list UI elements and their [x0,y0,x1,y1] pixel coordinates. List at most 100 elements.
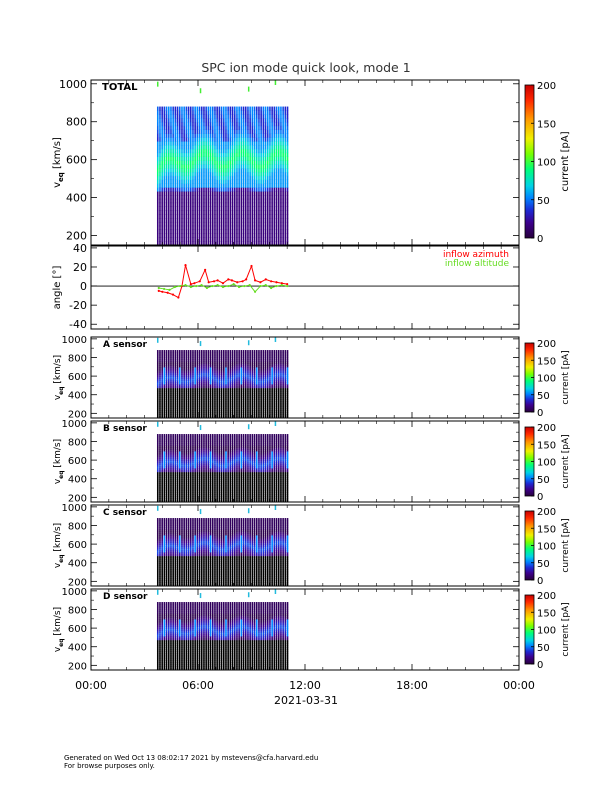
heatmap-cell [201,133,203,137]
heatmap-cell [199,237,201,241]
heatmap-cell [271,183,273,187]
heatmap-cell [243,122,245,126]
heatmap-cell [164,191,166,195]
heatmap-cell [274,199,276,203]
heatmap-cell [249,226,251,230]
heatmap-cell [199,157,201,161]
heatmap-cell [188,226,190,230]
heatmap-cell [245,199,247,203]
heatmap-cell [201,141,203,145]
heatmap-cell [256,207,258,211]
heatmap-cell [256,114,258,118]
heatmap-cell [280,141,282,145]
heatmap-cell [258,230,260,234]
heatmap-cell [188,187,190,191]
heatmap-cell [234,145,236,149]
heatmap-cell [157,226,159,230]
heatmap-cell [159,172,161,176]
heatmap-cell [256,226,258,230]
heatmap-cell [225,133,227,137]
heatmap-cell [285,153,287,157]
heatmap-cell [241,203,243,207]
heatmap-cell [181,183,183,187]
heatmap-cell [219,107,221,111]
heatmap-cell [172,137,174,141]
heatmap-cell [177,141,179,145]
heatmap-cell [285,160,287,164]
heatmap-cell [168,187,170,191]
heatmap-cell [285,141,287,145]
heatmap-cell [190,107,192,111]
heatmap-cell [225,203,227,207]
heatmap-cell [225,157,227,161]
heatmap-cell [232,133,234,137]
heatmap-cell [181,168,183,172]
heatmap-cell [197,180,199,184]
heatmap-cell [164,195,166,199]
heatmap-cell [197,199,199,203]
heatmap-cell [260,237,262,241]
heatmap-cell [236,226,238,230]
heatmap-cell [177,176,179,180]
heatmap-cell [166,114,168,118]
heatmap-cell [254,110,256,114]
heatmap-cell [238,214,240,218]
heatmap-cell [216,350,218,352]
heatmap-cell [271,130,273,134]
heatmap-cell [278,210,280,214]
heatmap-cell [227,226,229,230]
heatmap-cell [157,172,159,176]
heatmap-cell [254,164,256,168]
heatmap-cell [282,133,284,137]
heatmap-cell [203,107,205,111]
heatmap-cell [256,164,258,168]
heatmap-cell [263,118,265,122]
heatmap-cell [199,207,201,211]
heatmap-cell [285,157,287,161]
heatmap-cell [249,157,251,161]
heatmap-cell [172,350,174,352]
heatmap-cell [212,145,214,149]
heatmap-cell [223,233,225,237]
heatmap-cell [212,130,214,134]
heatmap-cell [221,230,223,234]
heatmap-cell [208,168,210,172]
heatmap-cell [183,130,185,134]
heatmap-cell [208,107,210,111]
heatmap-cell [197,214,199,218]
heatmap-cell [214,168,216,172]
heatmap-cell [199,149,201,153]
heatmap-cell [265,157,267,161]
heatmap-cell [164,176,166,180]
heatmap-cell [252,218,254,222]
heatmap-cell [280,133,282,137]
heatmap-cell [194,195,196,199]
heatmap-cell [199,214,201,218]
heatmap-cell [201,168,203,172]
heatmap-cell [188,210,190,214]
heatmap-cell [238,203,240,207]
heatmap-cell [197,187,199,191]
heatmap-cell [234,141,236,145]
heatmap-cell [280,233,282,237]
heatmap-cell [252,350,254,352]
heatmap-cell [256,149,258,153]
heatmap-cell [265,164,267,168]
heatmap-cell [238,107,240,111]
heatmap-cell [166,126,168,130]
heatmap-cell [271,164,273,168]
heatmap-cell [254,180,256,184]
heatmap-cell [157,183,159,187]
heatmap-cell [265,110,267,114]
heatmap-cell [214,157,216,161]
y-label-units: [km/s] [53,355,63,387]
heatmap-cell [236,164,238,168]
heatmap-cell [263,214,265,218]
heatmap-cell [212,149,214,153]
panel-label: A sensor [103,340,148,350]
heatmap-cell [197,145,199,149]
heatmap-cell [210,350,212,352]
heatmap-cell [265,222,267,226]
heatmap-cell [205,237,207,241]
heatmap-cell [227,114,229,118]
